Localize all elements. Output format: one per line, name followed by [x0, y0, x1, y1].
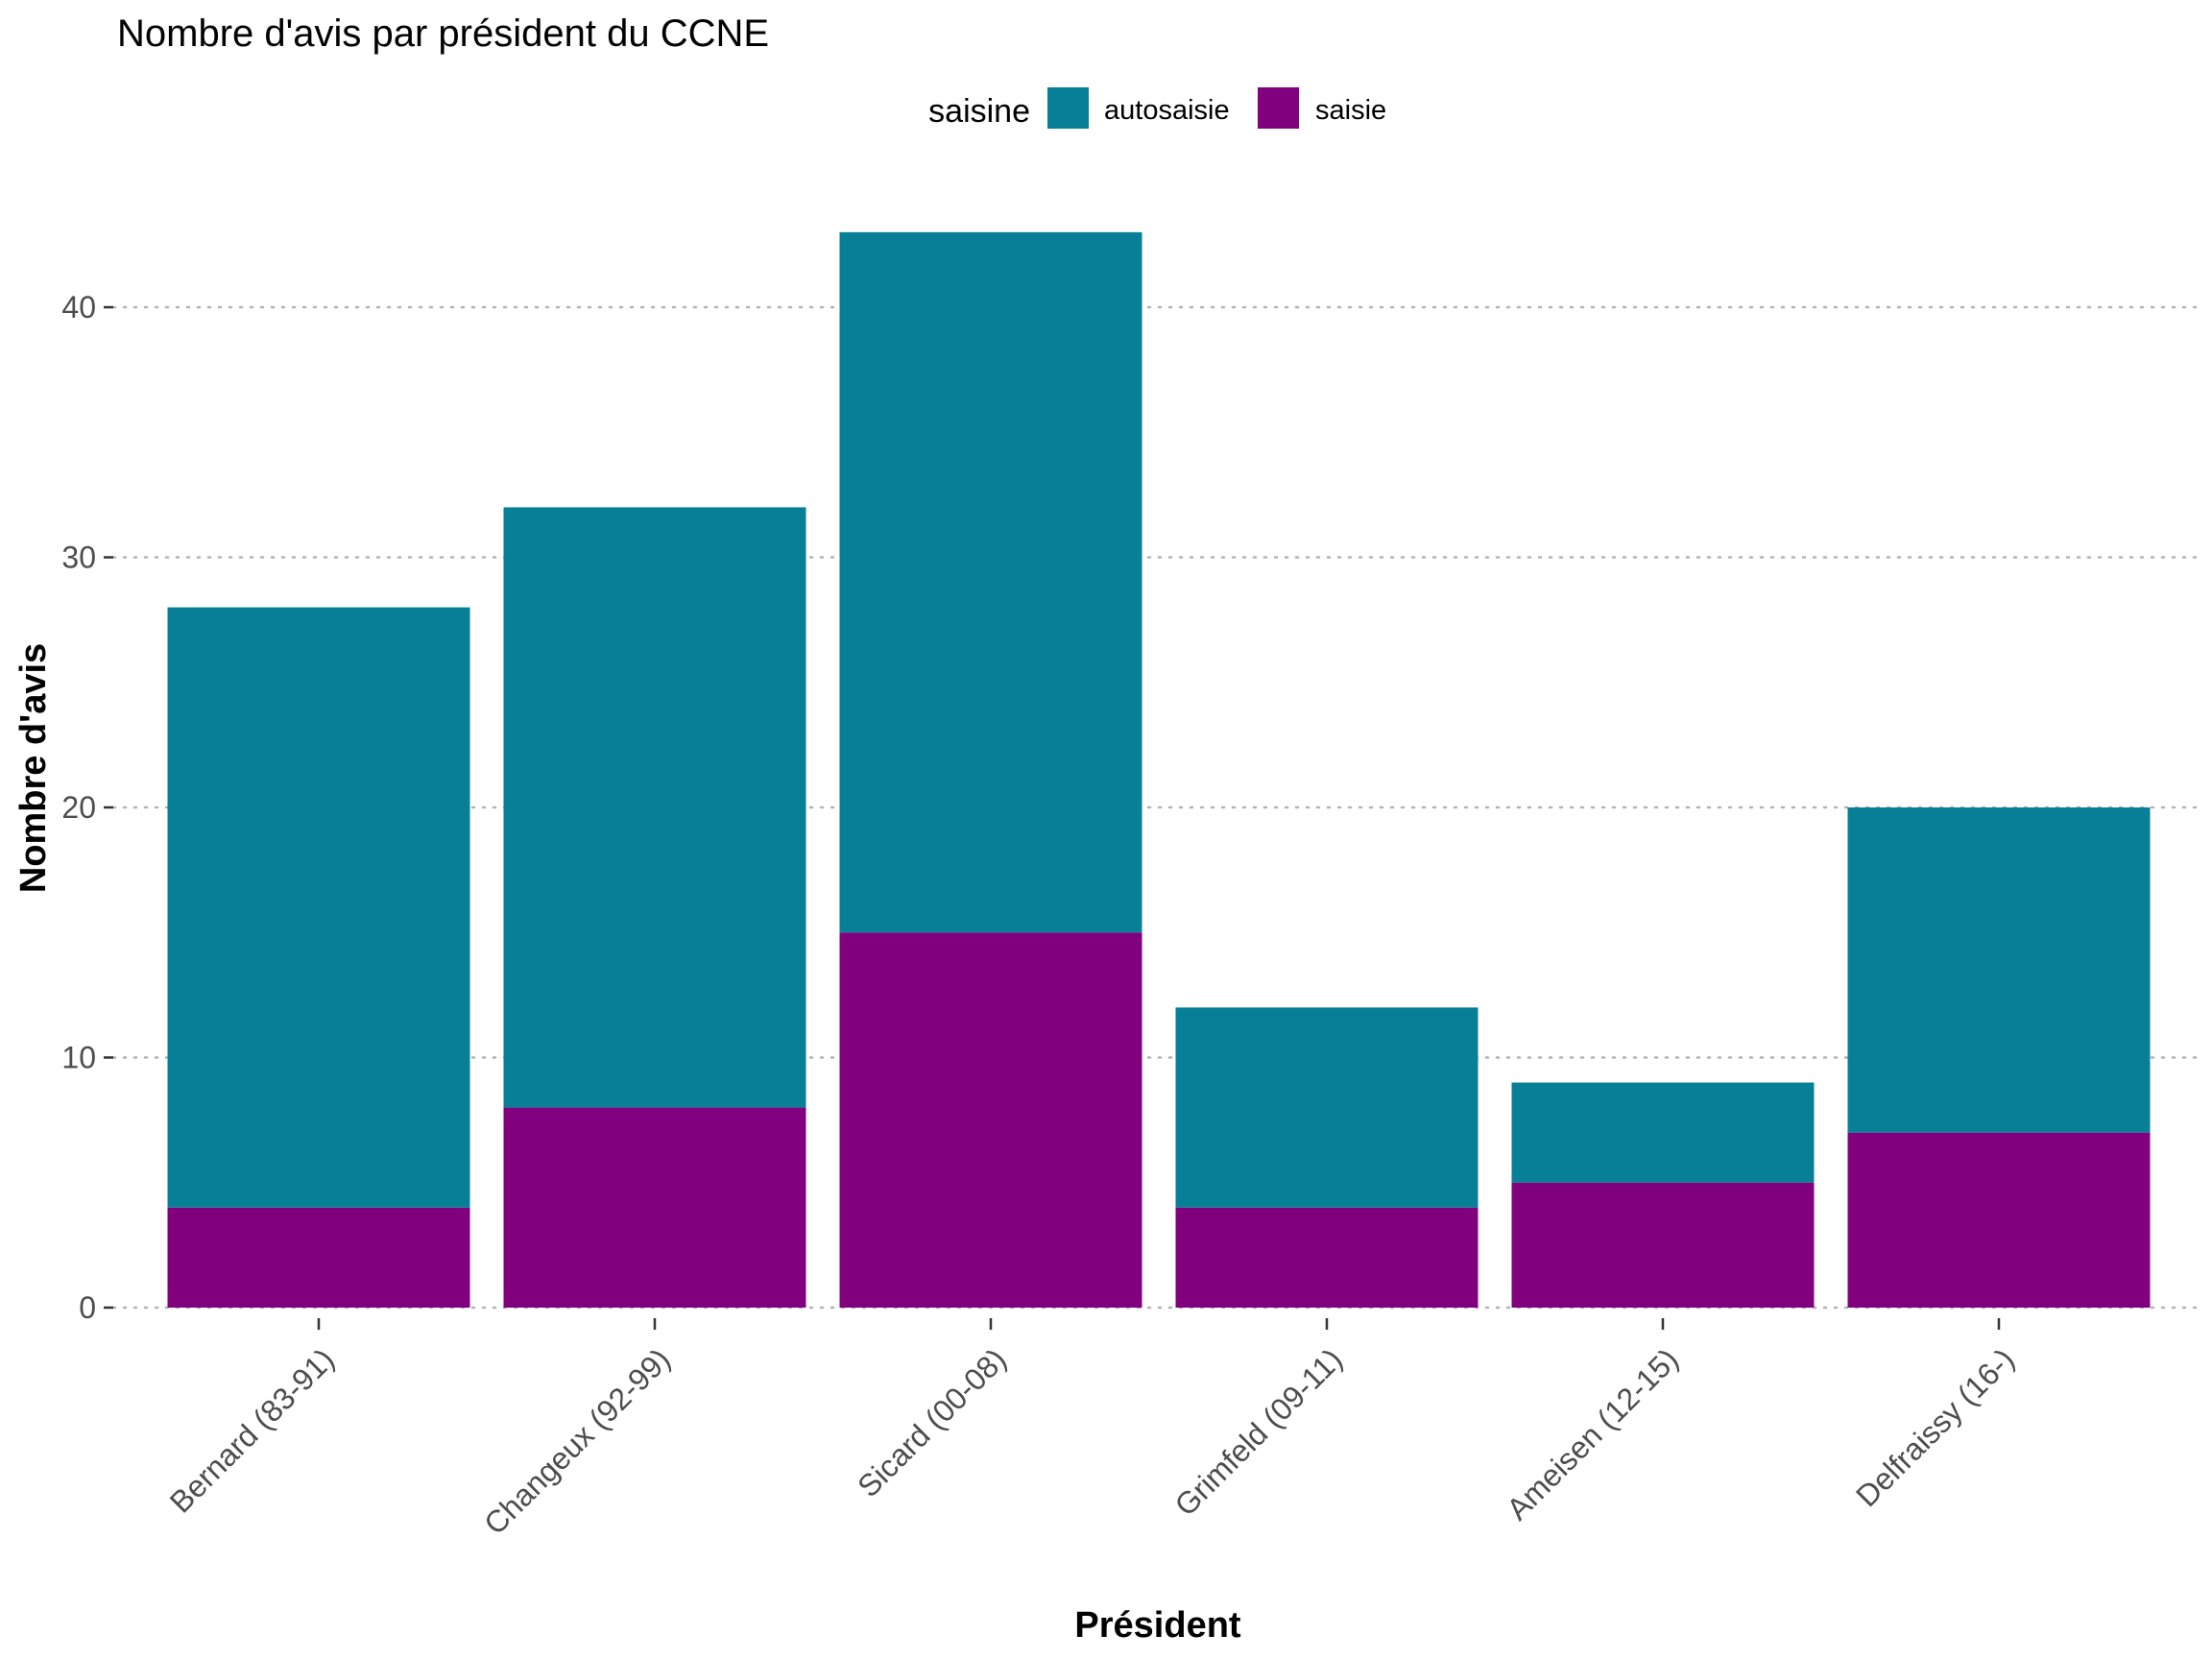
- bars: [167, 231, 2151, 1308]
- y-axis: 0 10 20 30 40: [61, 290, 113, 1325]
- bar-autosaisie: [839, 231, 1142, 933]
- y-tick-label: 40: [61, 290, 96, 325]
- bar-saisie: [839, 932, 1142, 1308]
- bar-autosaisie: [1847, 807, 2151, 1133]
- bar-saisie: [1511, 1182, 1815, 1308]
- x-tick-label: Ameisen (12-15): [1500, 1341, 1685, 1527]
- x-axis: Bernard (83-91) Changeux (92-99) Sicard (0…: [163, 1318, 2021, 1541]
- chart-title: Nombre d'avis par président du CCNE: [117, 12, 769, 55]
- bar-autosaisie: [503, 507, 806, 1108]
- legend-key-autosaisie: [1047, 87, 1089, 129]
- legend-key-saisie: [1258, 87, 1299, 129]
- y-tick-label: 10: [61, 1041, 96, 1075]
- legend-label-autosaisie: autosaisie: [1104, 95, 1230, 126]
- x-axis-title: Président: [1074, 1605, 1241, 1646]
- y-tick-label: 0: [79, 1290, 96, 1325]
- y-axis-title: Nombre d'avis: [13, 643, 54, 893]
- bar-autosaisie: [167, 607, 470, 1208]
- y-tick-label: 30: [61, 541, 96, 575]
- legend: saisine autosaisie saisie: [928, 87, 1386, 130]
- x-tick-label: Sicard (00-08): [851, 1341, 1013, 1503]
- legend-label-saisie: saisie: [1315, 95, 1386, 126]
- x-tick-label: Changeux (92-99): [477, 1341, 677, 1541]
- x-tick-label: Grimfeld (09-11): [1167, 1341, 1348, 1522]
- bar-saisie: [1175, 1207, 1479, 1308]
- bar-saisie: [167, 1207, 470, 1308]
- bar-saisie: [503, 1107, 806, 1308]
- legend-title: saisine: [928, 93, 1030, 130]
- x-tick-label: Bernard (83-91): [163, 1341, 341, 1519]
- bar-autosaisie: [1511, 1082, 1815, 1183]
- bar-autosaisie: [1175, 1007, 1479, 1208]
- bar-saisie: [1847, 1132, 2151, 1308]
- x-tick-label: Delfraissy (16-): [1849, 1341, 2021, 1513]
- y-tick-label: 20: [61, 790, 96, 825]
